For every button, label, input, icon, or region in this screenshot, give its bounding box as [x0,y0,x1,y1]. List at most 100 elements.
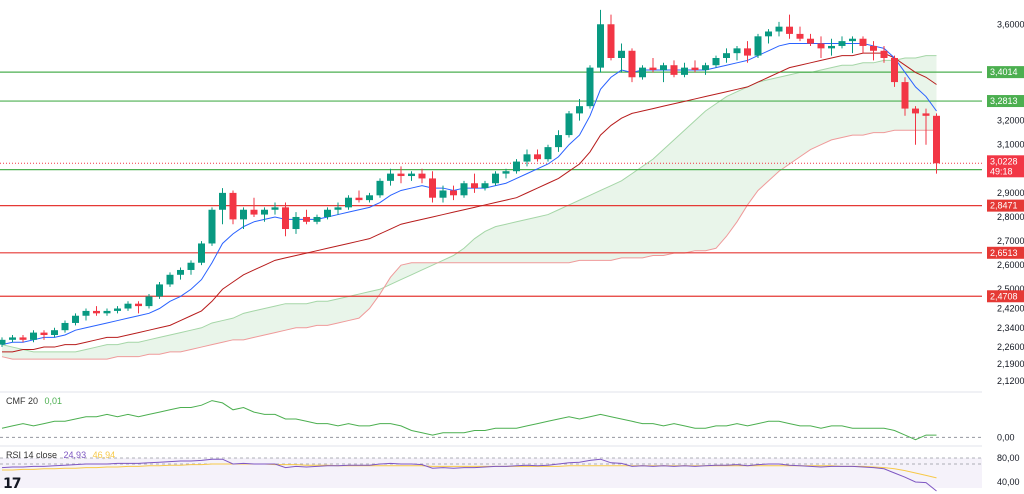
candle-body [439,190,447,198]
candle-body [880,50,888,58]
level-tag-5-bg [987,290,1024,303]
candle-body [691,67,699,71]
cmf-value: 0,01 [44,396,63,406]
candle-body [901,82,909,109]
candle-body [576,106,583,114]
price-tick-label: 2,7000 [997,236,1024,246]
candle-body [796,33,804,39]
candle-body [177,269,184,275]
candle-body [156,284,163,297]
candle-body [303,216,310,222]
candle-body [607,24,615,58]
candle-body [922,113,930,116]
candle-body [828,45,835,49]
candle-body [187,262,195,270]
candle-body [261,209,268,215]
cmf-line [1,400,937,441]
level-tag-4-bg [987,246,1024,259]
candle-body [355,197,363,201]
level-tag-3-bg [987,199,1024,212]
candle-body [334,207,342,210]
price-tick-label: 2,1200 [997,376,1024,386]
price-tick-label: 2,6000 [997,260,1024,270]
candle-body [744,48,751,56]
candle-body [492,173,499,184]
price-tick-label: 2,4200 [997,304,1024,314]
rsi-ma-line [2,463,937,479]
candle-body [733,48,741,54]
candle-body [754,36,762,56]
cmf-title: CMF 20 0,01 [6,396,66,406]
last-price-timer: 49:18 [990,166,1013,176]
candle-body [429,178,436,198]
candle-body [114,308,121,311]
candle-body [103,310,111,314]
candle-body [765,31,772,37]
candle-body [807,38,814,44]
candle-body [376,180,384,196]
last-price-tag: 3,0228 [990,156,1018,166]
fast-line [1,43,937,346]
candle-body [933,115,940,164]
candle-body [271,207,279,210]
candle-body [639,67,646,78]
candle-body [61,322,69,331]
candle-body [30,332,37,340]
candle-body [544,147,552,160]
rsi-label: RSI 14 close [6,450,58,460]
rsi-title: RSI 14 close 24,93 46,94 [6,450,119,460]
candle-body [135,303,142,307]
candle-body [208,209,216,244]
candle-body [723,53,730,58]
candle-body [460,183,468,196]
price-tick-label: 2,2600 [997,342,1024,352]
candle-body [502,171,510,174]
candle-body [513,161,520,172]
candle-body [586,67,594,107]
rsi-band [0,458,982,488]
level-tag-3: 2,8471 [990,201,1018,211]
candle-body [870,45,877,51]
candle-body [387,173,394,181]
candle-body [145,296,153,307]
slow-line [2,52,937,353]
candle-body [345,197,352,208]
candle-body [408,173,415,177]
candle-body [534,154,541,160]
candle-body [0,339,6,345]
level-tag-1-bg [987,95,1024,108]
cloud-span-a [1,55,937,353]
price-tick-label: 2,5000 [997,284,1024,294]
candle-body [166,274,174,285]
candle-body [597,24,604,68]
candle-body [712,57,720,66]
candle-body [250,209,258,215]
candle-body [555,135,562,148]
candle-body [51,330,58,336]
candle-body [859,38,867,46]
candle-body [72,315,79,323]
candle-body [660,65,667,71]
candle-body [124,303,132,309]
candle-body [628,50,636,78]
candle-body [313,216,321,222]
candle-body [198,243,205,263]
level-tag-5: 2,4708 [990,291,1018,301]
candle-body [618,50,625,58]
candle-body [19,337,27,340]
candle-body [775,26,783,32]
candle-body [93,310,100,314]
rsi-tick-label: 40,00 [997,477,1020,487]
candle-body [229,192,237,220]
candle-body [240,209,247,220]
candle-body [523,154,531,162]
candle-body [324,209,331,217]
tradingview-logo-icon: 17 [3,476,22,492]
level-tag-1: 3,2813 [990,96,1018,106]
level-tag-4: 2,6513 [990,248,1018,258]
candle-body [565,113,573,136]
candle-body [82,310,90,316]
candle-body [849,38,856,42]
price-tick-label: 3,2000 [997,116,1024,126]
